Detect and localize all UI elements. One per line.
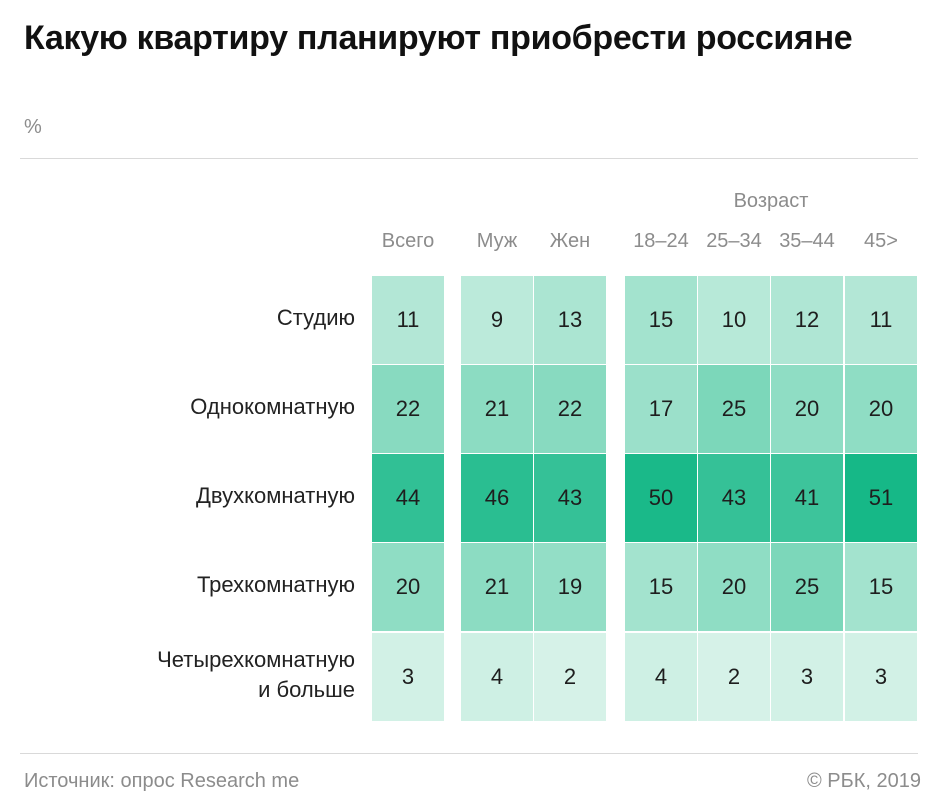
copyright-note: © РБК, 2019 (806, 770, 921, 792)
heatmap-cell: 15 (845, 543, 917, 631)
column-label: 45> (864, 230, 898, 252)
row-label: Двухкомнатную (196, 483, 355, 508)
heatmap-cell: 41 (771, 454, 843, 542)
heatmap-cell: 25 (771, 543, 843, 631)
heatmap-cell: 3 (372, 633, 444, 721)
source-note: Источник: опрос Research me (24, 770, 300, 792)
chart-title: Какую квартиру планируют приобрести росс… (24, 19, 853, 57)
heatmap-cell: 21 (461, 543, 533, 631)
heatmap-cell: 20 (771, 365, 843, 453)
heatmap-cell: 46 (461, 454, 533, 542)
column-label: 35–44 (779, 230, 835, 252)
heatmap-cell: 11 (372, 276, 444, 364)
heatmap-cell: 15 (625, 276, 697, 364)
heatmap-cell: 3 (771, 633, 843, 721)
column-label: 18–24 (633, 230, 689, 252)
bottom-divider (20, 753, 918, 754)
row-label: Однокомнатную (190, 394, 355, 419)
heatmap-cell: 19 (534, 543, 606, 631)
heatmap-cell: 15 (625, 543, 697, 631)
heatmap-cell: 12 (771, 276, 843, 364)
top-divider (20, 158, 918, 159)
heatmap-cell: 10 (698, 276, 770, 364)
heatmap-cell: 20 (698, 543, 770, 631)
heatmap-cell: 11 (845, 276, 917, 364)
age-group-label: Возраст (733, 190, 809, 212)
heatmap-cell: 17 (625, 365, 697, 453)
heatmap-cell: 2 (534, 633, 606, 721)
heatmap-cell: 3 (845, 633, 917, 721)
column-label: Всего (381, 230, 435, 252)
heatmap-cell: 25 (698, 365, 770, 453)
heatmap-cell: 22 (372, 365, 444, 453)
heatmap-cell: 50 (625, 454, 697, 542)
heatmap-cell: 51 (845, 454, 917, 542)
column-label: Жен (549, 230, 591, 252)
row-label: Четырехкомнатную и больше (157, 647, 355, 702)
heatmap-cell: 43 (534, 454, 606, 542)
heatmap-cell: 2 (698, 633, 770, 721)
heatmap-cell: 20 (372, 543, 444, 631)
heatmap-cell: 44 (372, 454, 444, 542)
column-label: 25–34 (706, 230, 762, 252)
heatmap-cell: 4 (625, 633, 697, 721)
unit-label: % (24, 116, 42, 138)
heatmap-cell: 13 (534, 276, 606, 364)
heatmap-cell: 21 (461, 365, 533, 453)
heatmap-cell: 43 (698, 454, 770, 542)
row-label: Трехкомнатную (196, 572, 355, 597)
heatmap-cell: 22 (534, 365, 606, 453)
heatmap-cell: 20 (845, 365, 917, 453)
row-label: Студию (276, 305, 355, 330)
heatmap-cell: 4 (461, 633, 533, 721)
heatmap-cell: 9 (461, 276, 533, 364)
column-label: Муж (476, 230, 518, 252)
